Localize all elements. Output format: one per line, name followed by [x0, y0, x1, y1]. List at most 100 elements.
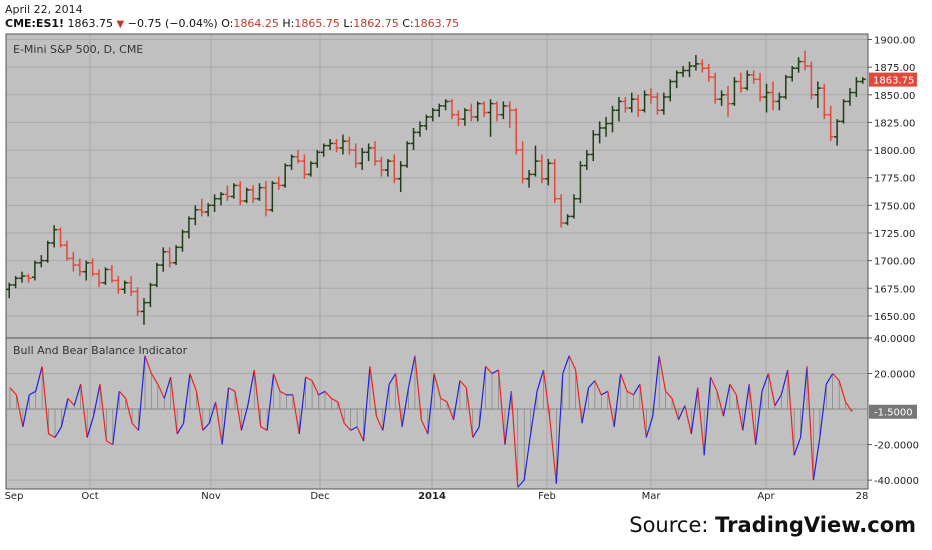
- indicator-segment: [568, 355, 577, 371]
- ohlc-bar: [808, 61, 815, 100]
- indicator-segment: [793, 437, 802, 456]
- indicator-layer: [6, 355, 868, 488]
- source-brand[interactable]: TradingView.com: [715, 513, 916, 537]
- ohlc-bar: [314, 150, 321, 168]
- ohlc-bar: [134, 287, 141, 316]
- indicator-segment: [144, 355, 152, 374]
- ohlc-bar: [506, 101, 513, 128]
- indicator-segment: [298, 377, 307, 434]
- ohlc-bar: [705, 63, 712, 82]
- ohlc-bar: [256, 183, 263, 201]
- ohlc-bar: [250, 185, 257, 204]
- ohlc-bar: [410, 127, 417, 151]
- price-tick-label: 1750.00: [874, 201, 915, 212]
- ohlc-bar: [275, 176, 282, 190]
- price-tick-label: 1900.00: [874, 36, 915, 47]
- ohlc-bar: [63, 240, 70, 261]
- ohlc-bar: [821, 83, 828, 120]
- indicator-segment: [228, 387, 236, 392]
- ohlc-bar: [352, 143, 359, 168]
- indicator-segment: [35, 366, 43, 392]
- ohlc-bar: [673, 70, 680, 89]
- indicator-segment: [652, 355, 660, 417]
- ohlc-bar: [628, 92, 635, 113]
- ohlc-bar: [96, 269, 103, 288]
- ohlc-bar: [237, 181, 244, 206]
- indicator-segment: [106, 440, 114, 446]
- price-tick-label: 1675.00: [874, 284, 915, 295]
- indicator-segment: [163, 376, 172, 399]
- indicator-segment: [549, 419, 557, 484]
- ohlc-bar: [455, 110, 462, 126]
- ind-tick-label: 40.0000: [874, 334, 915, 345]
- indicator-segment: [620, 373, 628, 392]
- ohlc-bar: [211, 194, 218, 212]
- indicator-segment: [137, 355, 146, 431]
- ohlc-bar: [468, 103, 475, 122]
- indicator-segment: [150, 373, 159, 385]
- time-tick-label: Dec: [310, 491, 329, 502]
- indicator-segment: [28, 390, 37, 396]
- time-tick-label: Oct: [81, 491, 98, 502]
- ohlc-bar: [224, 185, 231, 201]
- ohlc-bar: [718, 90, 725, 106]
- symbol-label[interactable]: CME:ES1!: [5, 17, 65, 30]
- ohlc-bar: [429, 108, 436, 122]
- indicator-segment: [86, 415, 95, 438]
- ohlc-bar: [834, 119, 841, 146]
- indicator-segment: [382, 384, 390, 431]
- indicator-segment: [504, 391, 512, 445]
- ohlc-bar: [423, 114, 430, 131]
- open-value: 1864.25: [233, 17, 279, 30]
- indicator-segment: [67, 397, 75, 406]
- indicator-segment: [536, 369, 545, 392]
- indicator-segment: [221, 387, 230, 445]
- price-tick-label: 1825.00: [874, 118, 915, 129]
- time-tick-label: 2014: [418, 491, 446, 502]
- ohlc-bar: [102, 267, 109, 285]
- indicator-axis[interactable]: 40.0000 20.0000 -20.0000 -40.0000 -1.5000: [868, 334, 919, 487]
- price-tick-label: 1725.00: [874, 229, 915, 240]
- ohlc-bar: [160, 247, 167, 272]
- ohlc-bar: [295, 150, 302, 164]
- ind-tick-label: -20.0000: [874, 441, 919, 452]
- price-axis[interactable]: 1900.00 1875.00 1850.00 1825.00 1800.00 1775.…: [868, 36, 917, 323]
- indicator-title: Bull And Bear Balance Indicator: [13, 344, 188, 357]
- indicator-segment: [170, 377, 178, 434]
- price-bars: [6, 50, 866, 325]
- ohlc-bar: [51, 225, 58, 248]
- indicator-segment: [722, 384, 731, 417]
- ohlc-bar: [282, 163, 289, 188]
- indicator-segment: [478, 366, 487, 427]
- indicator-segment: [517, 479, 525, 488]
- indicator-segment: [845, 401, 853, 413]
- indicator-segment: [401, 387, 410, 427]
- ohlc-bar: [545, 158, 552, 186]
- indicator-segment: [337, 401, 345, 424]
- indicator-segment: [279, 390, 287, 396]
- indicator-segment: [272, 373, 281, 392]
- time-axis[interactable]: Sep Oct Nov Dec 2014 Feb Mar Apr 28: [5, 491, 869, 502]
- close-label: C:: [402, 17, 414, 30]
- ohlc-bar: [493, 101, 500, 122]
- indicator-segment: [542, 369, 551, 420]
- ohlc-bar: [712, 72, 719, 104]
- ohlc-bar: [622, 97, 629, 113]
- ohlc-bar: [230, 183, 237, 199]
- indicator-segment: [131, 422, 139, 431]
- indicator-segment: [266, 373, 275, 431]
- ohlc-bar: [532, 145, 539, 177]
- indicator-segment: [369, 366, 377, 417]
- ohlc-bar: [481, 101, 488, 117]
- indicator-segment: [60, 398, 69, 427]
- indicator-segment: [761, 373, 770, 392]
- ohlc-bar: [83, 260, 90, 281]
- indicator-segment: [92, 384, 101, 417]
- ohlc-bar: [827, 105, 834, 142]
- ohlc-bar: [731, 77, 738, 106]
- ohlc-bar: [461, 108, 468, 126]
- indicator-segment: [658, 355, 667, 392]
- indicator-segment: [292, 394, 300, 435]
- price-tick-label: 1875.00: [874, 63, 915, 74]
